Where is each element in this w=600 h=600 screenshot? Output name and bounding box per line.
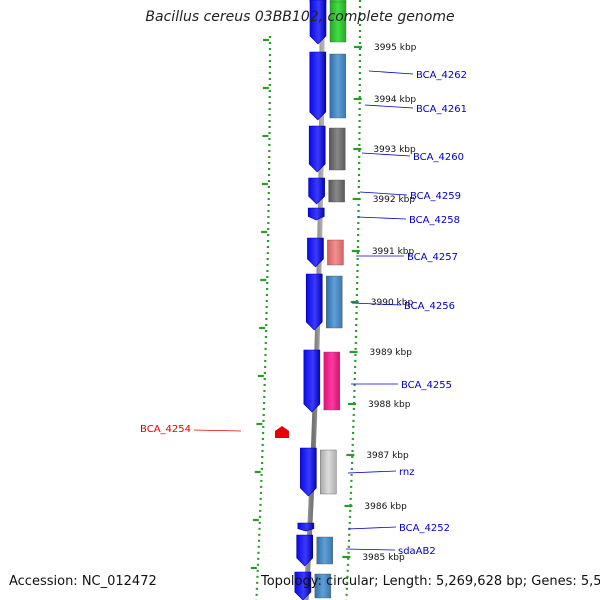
- gene-label: BCA_4260: [413, 152, 464, 163]
- genome-title: Bacillus cereus 03BB102, complete genome: [145, 9, 455, 25]
- cds-arrow: [309, 51, 327, 121]
- gene-label: BCA_4252: [399, 523, 450, 534]
- gene-leader-line: [347, 470, 397, 474]
- cog-block: [327, 239, 344, 266]
- cds-arrow: [307, 207, 325, 221]
- gene-label: rnz: [399, 467, 415, 478]
- kbp-tick-label: 3995 kbp: [374, 43, 417, 53]
- kbp-tick-label: 3993 kbp: [373, 145, 416, 155]
- cog-block: [329, 127, 346, 171]
- cds-arrow: [305, 273, 323, 331]
- kbp-tick-layer: 3995 kbp 3994 kbp 3993 kbp 3992 kbp 3991 kbp…: [342, 43, 417, 563]
- kbp-tick-label: 3991 kbp: [372, 247, 415, 257]
- cog-block: [320, 449, 337, 495]
- cog-block: [314, 573, 332, 599]
- gene-leader-line: [359, 191, 408, 196]
- cds-layer: [275, 0, 347, 600]
- cds-arrow: [294, 571, 312, 600]
- kbp-tick-label: 3994 kbp: [374, 95, 417, 105]
- gene-leader-line: [357, 216, 407, 220]
- kbp-tick-label: 3987 kbp: [366, 451, 409, 461]
- kbp-tick-label: 3988 kbp: [368, 400, 411, 410]
- cds-arrow: [307, 237, 324, 268]
- gene-label: BCA_4256: [404, 301, 455, 312]
- cog-block: [329, 1, 347, 43]
- inner-dotted-ring: [255, 35, 272, 600]
- gene-label: BCA_4259: [410, 191, 461, 202]
- cog-block: [328, 179, 345, 203]
- cds-arrow: [308, 125, 326, 173]
- kbp-tick-label: 3992 kbp: [373, 195, 416, 205]
- gene-label: BCA_4254: [140, 424, 191, 435]
- gene-label: BCA_4257: [407, 252, 458, 263]
- gene-leader-line: [368, 70, 414, 75]
- gene-leader-line: [193, 429, 242, 432]
- cds-arrow: [308, 177, 325, 205]
- kbp-tick-label: 3985 kbp: [362, 553, 405, 563]
- gene-label: BCA_4258: [409, 215, 460, 226]
- gene-leader-line: [364, 104, 414, 109]
- cds-arrow: [297, 522, 315, 532]
- gene-leader-line: [345, 548, 396, 551]
- accession-text: Accession: NC_012472: [9, 574, 157, 589]
- kbp-tick-label: 3989 kbp: [370, 348, 413, 358]
- cog-block: [323, 351, 341, 411]
- cds-arrow: [309, 0, 327, 45]
- gene-label: BCA_4255: [401, 380, 452, 391]
- gene-label-layer: BCA_4262 BCA_4261 BCA_4260 BCA_4259 BCA_4258…: [140, 70, 467, 557]
- kbp-tick-label: 3990 kbp: [371, 298, 414, 308]
- cog-block: [316, 536, 333, 565]
- cds-arrow: [300, 447, 317, 497]
- cds-arrow: [303, 349, 321, 413]
- gene-label: sdaAB2: [398, 546, 436, 557]
- outer-dotted-ring: [345, 0, 362, 600]
- cog-block: [326, 275, 343, 329]
- kbp-tick-label: 3986 kbp: [364, 502, 407, 512]
- cds-arrow: [296, 534, 314, 567]
- gene-leader-line: [347, 526, 397, 530]
- genome-info-text: Topology: circular; Length: 5,269,628 bp…: [261, 574, 600, 589]
- gene-label: BCA_4262: [416, 70, 467, 81]
- gene-label: BCA_4261: [416, 104, 467, 115]
- reverse-cds-marker: [275, 426, 289, 438]
- gene-leader-line: [361, 152, 411, 157]
- gene-leader-line: [351, 302, 402, 306]
- cog-block: [329, 53, 346, 119]
